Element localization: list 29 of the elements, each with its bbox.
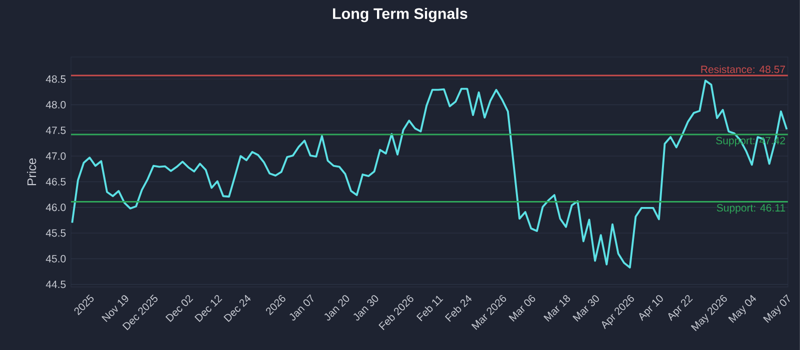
ref-line-label: Resistance: 48.57 xyxy=(701,65,786,74)
y-axis-title: Price xyxy=(26,158,36,186)
y-tick-label: 48.0 xyxy=(46,101,66,108)
x-tick-label: Feb 24 xyxy=(444,295,472,322)
chart-title: Long Term Signals xyxy=(333,8,468,22)
x-tick-label: Dec 02 xyxy=(165,295,194,322)
y-tick-label: 46.5 xyxy=(46,178,66,186)
x-tick-label: Mar 06 xyxy=(508,295,536,322)
y-tick-label: 46.0 xyxy=(46,204,66,212)
x-tick-label: May 04 xyxy=(728,294,756,323)
ref-line-label: Support: 46.11 xyxy=(716,204,786,214)
y-tick-label: 47.5 xyxy=(46,126,66,134)
x-tick-label: Apr 22 xyxy=(668,295,693,321)
y-tick-label: 45.5 xyxy=(46,229,66,237)
y-tick-label: 44.5 xyxy=(46,280,66,288)
x-tick-label: Dec 12 xyxy=(194,295,222,322)
x-tick-label: Jan 30 xyxy=(354,295,378,321)
y-tick-label: 47.0 xyxy=(46,152,66,160)
x-tick-label: Feb 11 xyxy=(416,296,444,322)
x-tick-label: Mar 30 xyxy=(572,295,599,322)
x-tick-label: Dec 24 xyxy=(224,294,251,322)
x-tick-label: Mar 18 xyxy=(544,295,570,322)
x-tick-label: Jan 07 xyxy=(290,294,314,321)
x-tick-label: Jan 20 xyxy=(324,295,350,321)
x-tick-label: Apr 10 xyxy=(639,295,663,321)
x-tick-label: Nov 19 xyxy=(102,295,128,322)
y-tick-label: 48.5 xyxy=(46,75,66,83)
y-tick-label: 45.0 xyxy=(46,255,66,262)
x-tick-label: May 07 xyxy=(763,294,790,323)
